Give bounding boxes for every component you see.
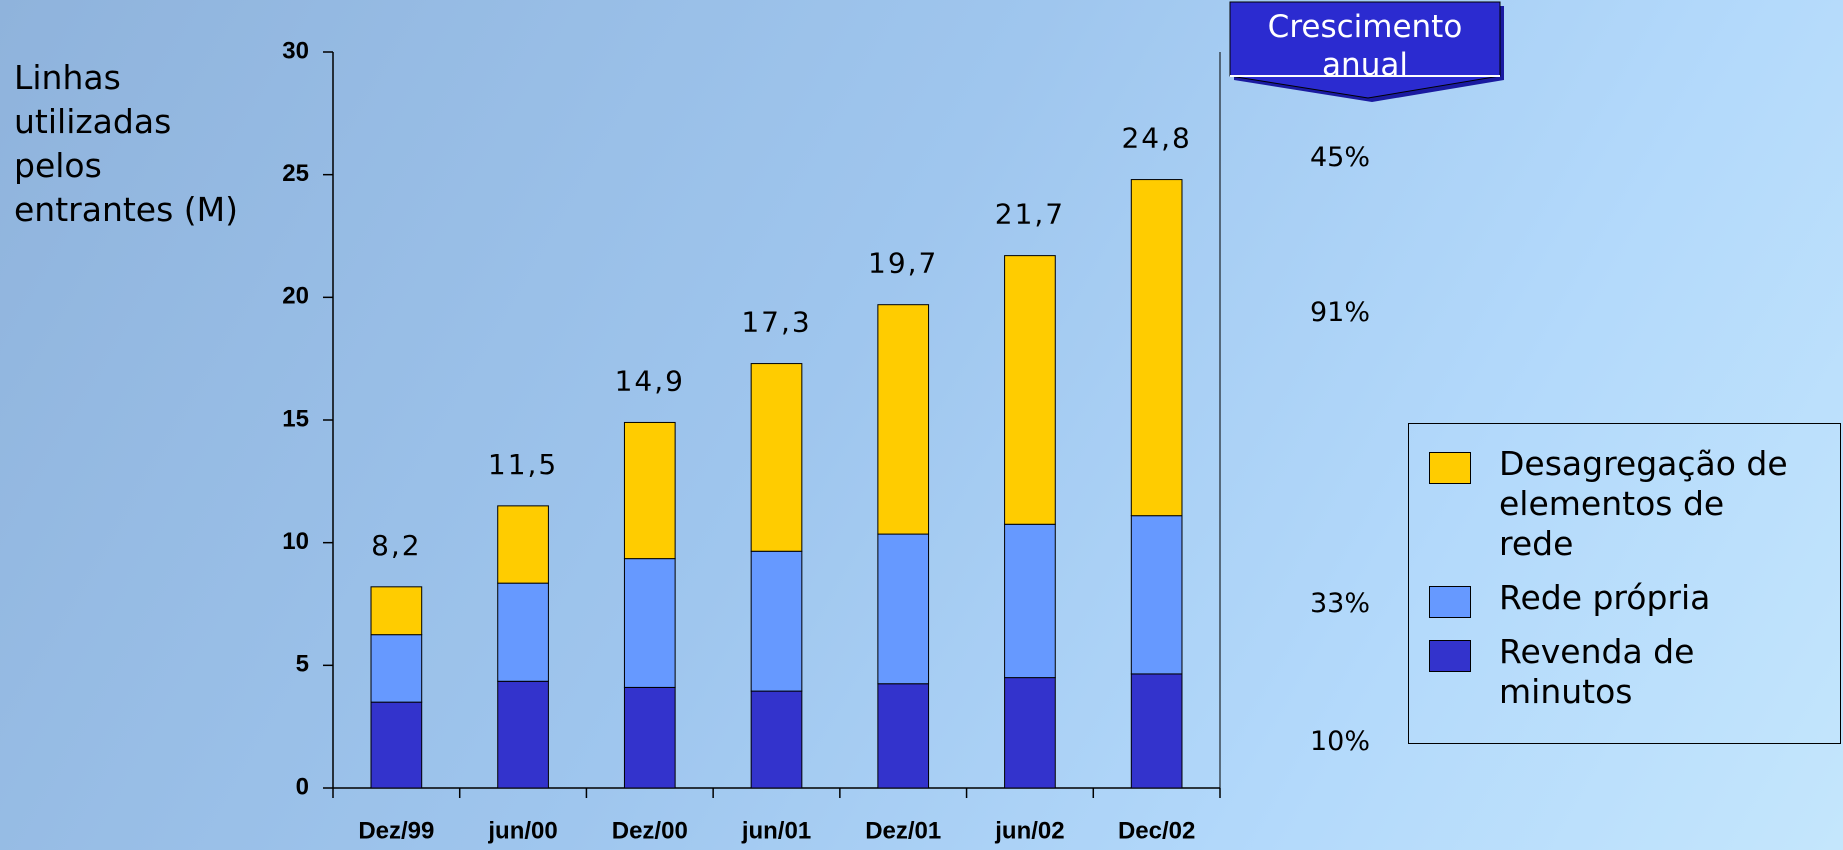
x-tick-label: Dez/99 (358, 817, 434, 844)
y-axis-label-line: Linhas (14, 58, 121, 97)
y-tick-label: 25 (282, 160, 309, 187)
growth-value: 10% (1310, 726, 1371, 757)
total-label: 14,9 (615, 364, 685, 397)
y-tick-label: 0 (296, 773, 309, 800)
total-label: 8,2 (371, 529, 422, 562)
bar-segment (877, 304, 930, 535)
bar-segment (1130, 673, 1183, 789)
bar-segment (1004, 677, 1056, 789)
total-label: 11,5 (488, 448, 558, 481)
growth-value: 33% (1310, 588, 1371, 619)
legend-label: Rede própria (1499, 578, 1711, 617)
legend-item: Revenda de minutos (1429, 632, 1830, 712)
y-axis-label-line: utilizadas (14, 102, 172, 141)
y-axis-label: Linhas utilizadas pelos entrantes (M) (14, 56, 238, 232)
bar-segment (623, 686, 676, 789)
legend-swatch (1429, 452, 1471, 484)
bar-segment (497, 505, 549, 584)
x-tick-label: Dec/02 (1118, 817, 1195, 844)
bar-segment (623, 558, 676, 688)
legend-item: Rede própria (1429, 578, 1830, 618)
bar-segment (370, 634, 423, 703)
bar-segment (370, 586, 423, 636)
y-axis-label-line: entrantes (M) (14, 190, 239, 229)
bar-segment (1130, 515, 1183, 675)
bar-segment (750, 363, 803, 552)
total-label: 19,7 (868, 247, 938, 280)
bar-segment (1004, 255, 1056, 525)
growth-value: 91% (1310, 297, 1371, 328)
bar-segment (623, 421, 676, 560)
y-tick-label: 10 (282, 528, 309, 555)
x-tick-label: jun/00 (487, 817, 557, 844)
y-tick-label: 15 (282, 405, 309, 432)
x-tick-label: Dez/00 (612, 817, 688, 844)
y-tick-label: 5 (296, 651, 309, 678)
growth-header-line: anual (1322, 47, 1408, 83)
bar-segment (497, 582, 549, 682)
total-label: 24,8 (1121, 122, 1191, 155)
x-tick-label: jun/01 (741, 817, 811, 844)
total-label: 21,7 (995, 198, 1065, 231)
bar-segment (1004, 523, 1056, 679)
legend-label: Desagregação de elementos de rede (1499, 444, 1788, 563)
y-tick-label: 20 (282, 283, 309, 310)
legend-item: Desagregação de elementos de rede (1429, 444, 1830, 564)
y-tick-label: 30 (282, 37, 309, 64)
bar-segment (877, 533, 930, 685)
bar-segment (1130, 179, 1183, 517)
y-axis-label-line: pelos (14, 146, 102, 185)
x-tick-label: jun/02 (994, 817, 1064, 844)
growth-value: 45% (1310, 142, 1371, 173)
legend-label: Revenda de minutos (1499, 632, 1695, 711)
growth-header-line: Crescimento (1267, 9, 1463, 45)
x-tick-label: Dez/01 (865, 817, 941, 844)
bar-segment (370, 701, 423, 789)
growth-header: Crescimento anual (1234, 8, 1496, 84)
legend-swatch (1429, 586, 1471, 618)
growth-header-box (1229, 1, 1501, 99)
bar-segment (877, 683, 930, 789)
legend: Desagregação de elementos de rede Rede pr… (1408, 423, 1841, 744)
total-label: 17,3 (741, 306, 811, 339)
legend-swatch (1429, 640, 1471, 672)
bar-segment (750, 690, 803, 789)
bar-segment (497, 680, 549, 789)
bar-segment (750, 550, 803, 692)
